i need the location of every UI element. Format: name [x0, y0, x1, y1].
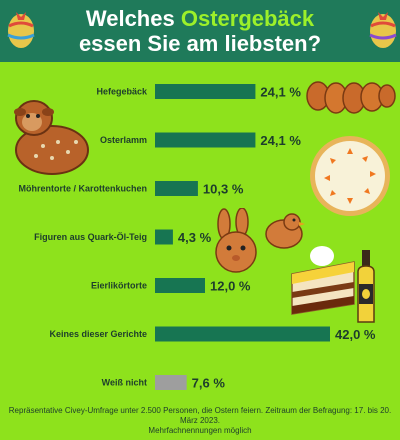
osterlamm-icon — [14, 100, 89, 175]
easter-egg-icon — [7, 12, 35, 48]
category-label: Keines dieser Gerichte — [49, 329, 147, 339]
page-title: Welches Ostergebäck essen Sie am liebste… — [0, 6, 400, 56]
easter-egg-icon — [369, 12, 397, 48]
carrot-cake-icon — [310, 136, 390, 216]
bar — [155, 84, 256, 99]
value-label: 12,0 % — [210, 279, 251, 294]
value-label: 10,3 % — [203, 182, 244, 197]
bunny-cookie-icon — [215, 208, 257, 273]
value-label: 4,3 % — [178, 230, 212, 245]
category-label: Weiß nicht — [102, 378, 147, 388]
value-label: 24,1 % — [260, 85, 301, 100]
title-text: Welches — [85, 6, 181, 31]
eierlikoer-bottle-icon — [357, 250, 375, 323]
title-line-2: essen Sie am liebsten? — [78, 31, 322, 56]
eierlikoertorte-icon — [291, 246, 355, 315]
bar — [155, 132, 256, 148]
value-label: 24,1 % — [260, 133, 301, 148]
footnote-line-2: Mehrfachnennungen möglich — [148, 426, 252, 435]
value-label: 7,6 % — [192, 376, 226, 391]
title-highlight: Ostergebäck — [180, 6, 315, 31]
footnote-line-1: Repräsentative Civey-Umfrage unter 2.500… — [8, 406, 392, 425]
header-banner — [0, 0, 400, 62]
footnote: Repräsentative Civey-Umfrage unter 2.500… — [0, 406, 400, 436]
hefezopf-icon — [306, 81, 396, 114]
bar — [155, 326, 330, 342]
bar — [155, 278, 205, 293]
bar — [155, 181, 198, 196]
category-label: Osterlamm — [100, 135, 147, 145]
category-label: Figuren aus Quark-Öl-Teig — [34, 232, 147, 242]
category-label: Möhrentorte / Karottenkuchen — [18, 184, 147, 194]
bar — [155, 229, 173, 245]
bar — [155, 375, 187, 390]
chick-cookie-icon — [265, 213, 305, 249]
category-label: Hefegebäck — [96, 87, 148, 97]
category-label: Eierlikörtorte — [91, 281, 147, 291]
value-label: 42,0 % — [335, 327, 376, 342]
